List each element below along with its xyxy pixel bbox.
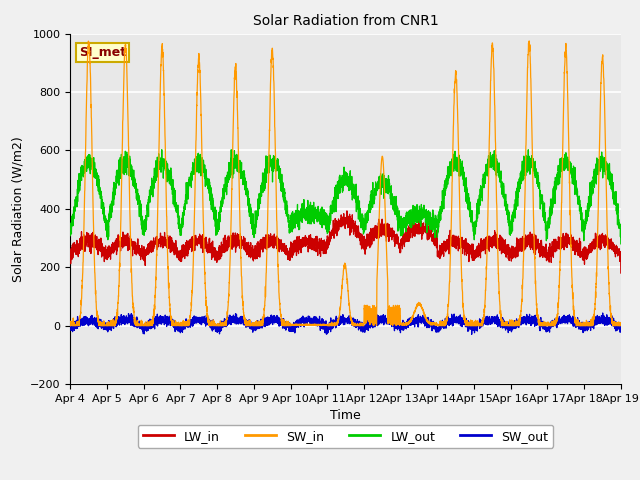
Legend: LW_in, SW_in, LW_out, SW_out: LW_in, SW_in, LW_out, SW_out xyxy=(138,425,554,448)
Title: Solar Radiation from CNR1: Solar Radiation from CNR1 xyxy=(253,14,438,28)
Text: SI_met: SI_met xyxy=(79,46,126,59)
X-axis label: Time: Time xyxy=(330,409,361,422)
Y-axis label: Solar Radiation (W/m2): Solar Radiation (W/m2) xyxy=(12,136,24,282)
